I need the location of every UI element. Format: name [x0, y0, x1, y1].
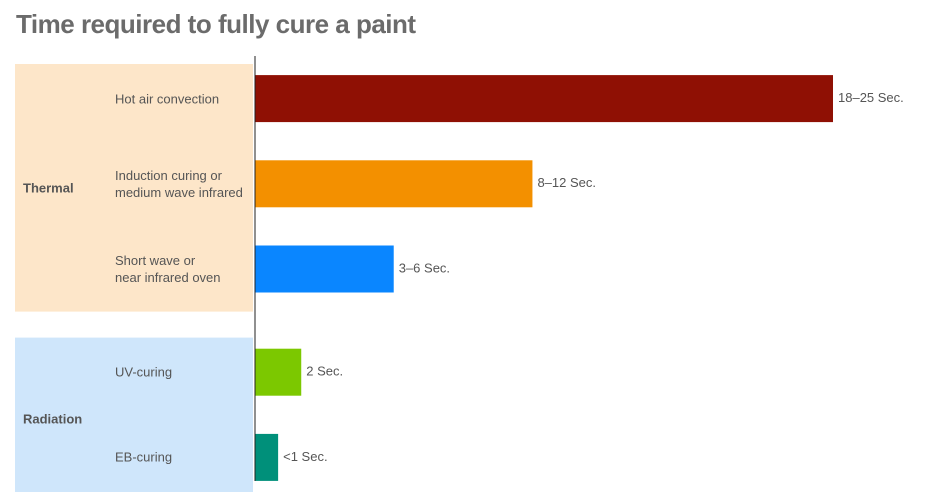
value-label: <1 Sec.: [283, 449, 327, 464]
group-boxes: [15, 64, 253, 492]
category-label: Induction curing or medium wave infrared: [115, 167, 243, 200]
group-label: Thermal: [23, 180, 74, 196]
value-label: 18–25 Sec.: [838, 90, 904, 105]
category-label: EB-curing: [115, 449, 173, 465]
group-box: [15, 64, 253, 312]
chart-title: Time required to fully cure a paint: [16, 9, 416, 39]
bar: [255, 433, 279, 481]
group-box: [15, 337, 253, 492]
category-label: UV-curing: [115, 364, 173, 380]
bar: [255, 348, 302, 396]
category-label: Short wave or near infrared oven: [115, 253, 221, 285]
value-label: 3–6 Sec.: [399, 260, 450, 275]
bar: [255, 160, 533, 208]
bar: [255, 75, 833, 123]
value-label: 2 Sec.: [306, 364, 343, 379]
category-label: Hot air convection: [115, 91, 220, 107]
bar: [255, 245, 394, 293]
group-label: Radiation: [23, 411, 83, 427]
value-label: 8–12 Sec.: [537, 175, 596, 190]
